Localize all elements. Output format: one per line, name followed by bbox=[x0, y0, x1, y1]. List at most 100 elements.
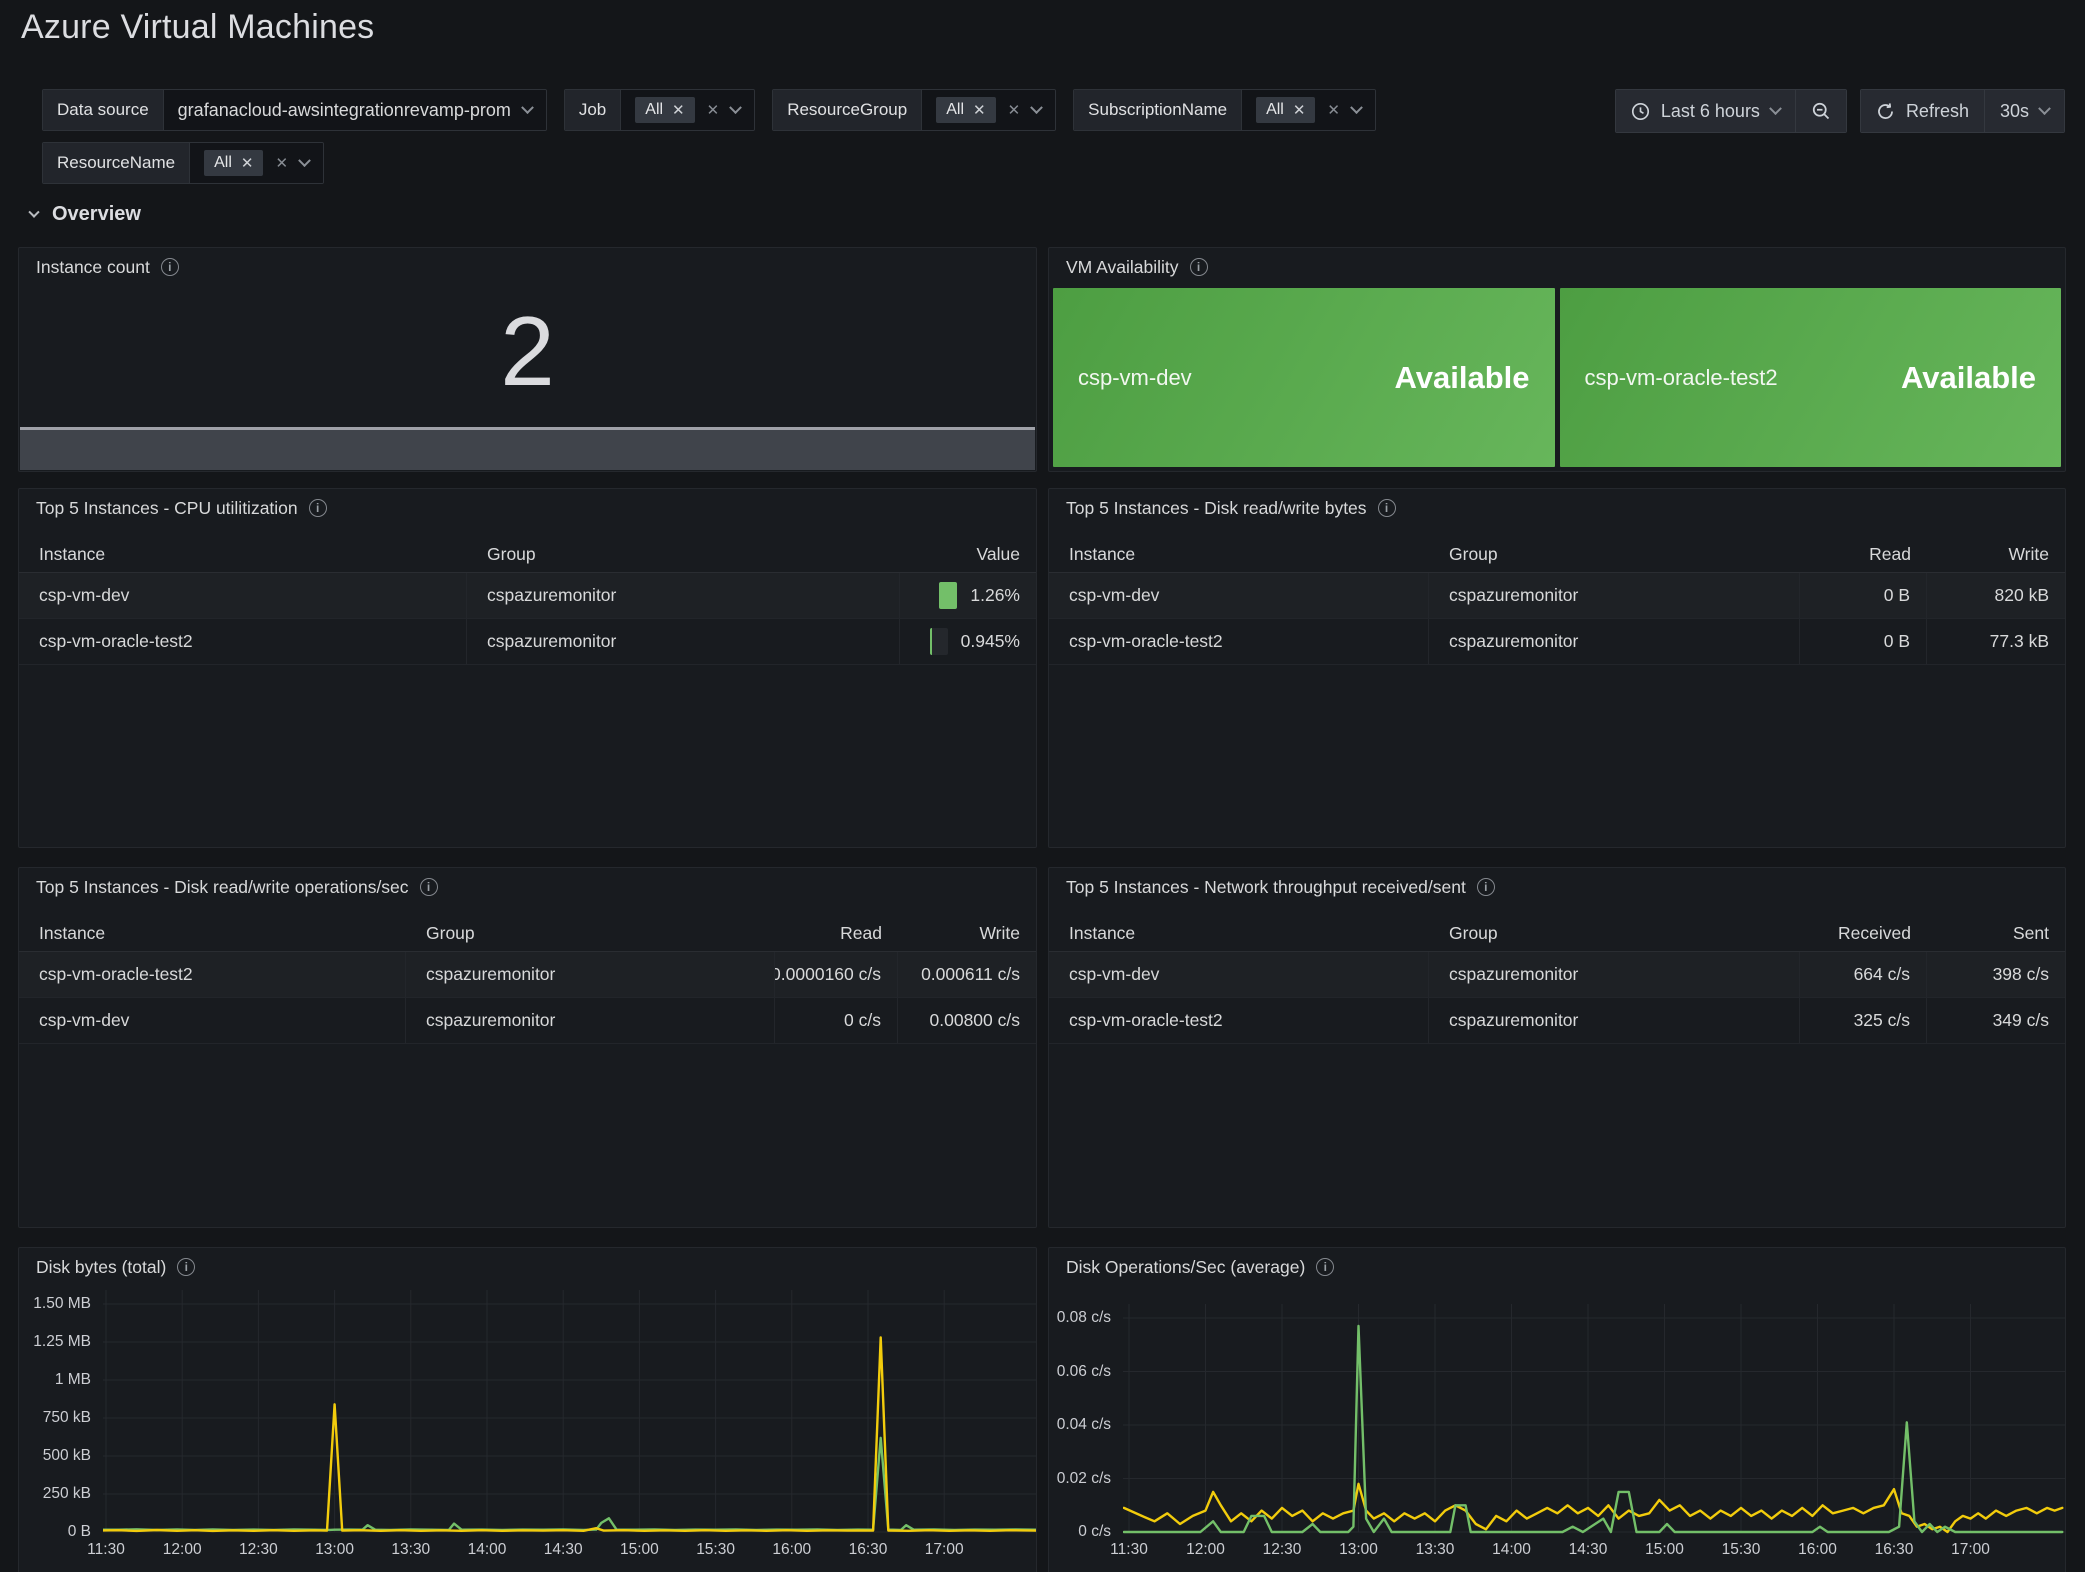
series-yellow bbox=[103, 1336, 1036, 1533]
cell-instance: csp-vm-dev bbox=[1049, 952, 1429, 997]
resourcename-select[interactable]: All bbox=[190, 143, 324, 183]
column-header[interactable]: Read bbox=[1869, 543, 1911, 564]
info-icon[interactable] bbox=[1377, 499, 1396, 517]
availability-tiles: csp-vm-dev Available csp-vm-oracle-test2… bbox=[1053, 288, 2061, 467]
remove-icon[interactable] bbox=[241, 156, 254, 171]
chart-plot-area bbox=[1123, 1304, 2065, 1534]
remove-icon[interactable] bbox=[672, 103, 685, 118]
panel-cpu-title[interactable]: Top 5 Instances - CPU utilitization bbox=[19, 489, 1036, 527]
panel-disk-ops-chart-title[interactable]: Disk Operations/Sec (average) bbox=[1049, 1248, 2065, 1286]
refresh-interval-button[interactable]: 30s bbox=[1983, 90, 2064, 132]
datasource-value: grafanacloud-awsintegrationrevamp-prom bbox=[177, 99, 511, 120]
filter-chip[interactable]: All bbox=[635, 97, 695, 123]
resourcegroup-select[interactable]: All bbox=[922, 90, 1056, 130]
datasource-select[interactable]: grafanacloud-awsintegrationrevamp-prom bbox=[163, 90, 546, 130]
table-row: csp-vm-dev cspazuremonitor 1.26% bbox=[19, 573, 1036, 619]
cell-read: 0 B bbox=[1800, 619, 1927, 664]
disk-ops-chart: 0 c/s 0.02 c/s 0.04 c/s 0.06 c/s 0.08 c/s 11:… bbox=[1049, 1286, 2065, 1572]
cell-sent: 398 c/s bbox=[1992, 964, 2049, 984]
clear-icon[interactable] bbox=[707, 103, 720, 118]
x-axis-tick: 12:00 bbox=[1186, 1541, 1225, 1558]
column-header[interactable]: Write bbox=[2008, 543, 2049, 564]
time-range-button[interactable]: Last 6 hours bbox=[1615, 90, 1795, 132]
column-header[interactable]: Write bbox=[979, 922, 1020, 943]
info-icon[interactable] bbox=[308, 499, 327, 517]
column-header[interactable]: Group bbox=[426, 922, 475, 943]
chevron-down-icon bbox=[298, 153, 311, 167]
panel-title-text: Instance count bbox=[36, 256, 150, 277]
cell-group: cspazuremonitor bbox=[1429, 998, 1800, 1043]
panel-disk-bytes-chart-title[interactable]: Disk bytes (total) bbox=[19, 1248, 1036, 1286]
info-icon[interactable] bbox=[419, 878, 438, 896]
info-icon[interactable] bbox=[1476, 878, 1495, 896]
x-axis-tick: 16:00 bbox=[772, 1541, 812, 1558]
job-select[interactable]: All bbox=[621, 90, 755, 130]
table-header: Instance Group Value bbox=[19, 536, 1036, 573]
section-overview[interactable]: Overview bbox=[28, 203, 141, 226]
vm-name: csp-vm-oracle-test2 bbox=[1584, 364, 1778, 390]
page-title: Azure Virtual Machines bbox=[21, 8, 375, 46]
x-axis-tick: 14:00 bbox=[1492, 1541, 1531, 1558]
column-header[interactable]: Read bbox=[840, 922, 882, 943]
filter-job: Job All bbox=[563, 89, 756, 131]
column-header[interactable]: Sent bbox=[2013, 922, 2049, 943]
column-header[interactable]: Value bbox=[976, 543, 1020, 564]
info-icon[interactable] bbox=[1189, 258, 1208, 276]
info-icon[interactable] bbox=[1316, 1258, 1335, 1276]
cell-instance: csp-vm-oracle-test2 bbox=[19, 952, 406, 997]
y-axis-tick: 0.04 c/s bbox=[1056, 1416, 1111, 1433]
vm-name: csp-vm-dev bbox=[1078, 364, 1192, 390]
column-header[interactable]: Group bbox=[487, 543, 536, 564]
instance-count-bar bbox=[20, 427, 1035, 470]
x-axis-tick: 14:30 bbox=[1568, 1541, 1608, 1558]
x-axis-tick: 12:00 bbox=[162, 1541, 202, 1558]
y-axis-tick: 250 kB bbox=[42, 1485, 91, 1502]
remove-icon[interactable] bbox=[1293, 103, 1306, 118]
value-text: 0.945% bbox=[960, 631, 1020, 651]
filter-chip[interactable]: All bbox=[1256, 97, 1316, 123]
subscriptionname-select[interactable]: All bbox=[1242, 90, 1375, 130]
refresh-button[interactable]: Refresh bbox=[1860, 90, 1984, 132]
panel-title-text: Top 5 Instances - Disk read/write bytes bbox=[1066, 497, 1367, 518]
panel-disk-ops-title[interactable]: Top 5 Instances - Disk read/write operat… bbox=[19, 868, 1036, 906]
cell-received: 325 c/s bbox=[1800, 998, 1927, 1043]
x-axis-tick: 15:00 bbox=[619, 1541, 659, 1558]
zoom-out-button[interactable] bbox=[1794, 90, 1846, 132]
filter-chip[interactable]: All bbox=[936, 97, 996, 123]
clear-icon[interactable] bbox=[1008, 103, 1021, 118]
column-header[interactable]: Instance bbox=[1069, 922, 1136, 943]
filter-chip[interactable]: All bbox=[204, 150, 264, 176]
y-axis-tick: 750 kB bbox=[42, 1409, 91, 1426]
column-header[interactable]: Group bbox=[1449, 543, 1498, 564]
clear-icon[interactable] bbox=[275, 156, 288, 171]
x-axis-tick: 15:30 bbox=[696, 1541, 735, 1558]
y-axis-tick: 0 c/s bbox=[1078, 1523, 1111, 1540]
column-header[interactable]: Received bbox=[1838, 922, 1911, 943]
info-icon[interactable] bbox=[160, 258, 179, 276]
column-header[interactable]: Group bbox=[1449, 922, 1498, 943]
x-axis-tick: 17:00 bbox=[1951, 1541, 1990, 1558]
panel-instance-count-title[interactable]: Instance count bbox=[19, 248, 1036, 286]
refresh-interval-label: 30s bbox=[1999, 100, 2029, 121]
table-row: csp-vm-oracle-test2 cspazuremonitor 0 B … bbox=[1049, 619, 2065, 665]
column-header[interactable]: Instance bbox=[39, 922, 106, 943]
column-header[interactable]: Instance bbox=[1069, 543, 1136, 564]
time-range-group: Last 6 hours bbox=[1614, 89, 1847, 133]
series-green bbox=[103, 1436, 1036, 1532]
y-axis-tick: 1.25 MB bbox=[33, 1333, 91, 1350]
info-icon[interactable] bbox=[177, 1258, 196, 1276]
cell-instance: csp-vm-dev bbox=[19, 573, 467, 618]
chevron-down-icon bbox=[520, 100, 534, 114]
panel-disk-bytes-table: Top 5 Instances - Disk read/write bytes … bbox=[1048, 488, 2066, 848]
vm-status: Available bbox=[1901, 359, 2036, 395]
column-header[interactable]: Instance bbox=[39, 543, 106, 564]
panel-disk-bytes-title[interactable]: Top 5 Instances - Disk read/write bytes bbox=[1049, 489, 2065, 527]
panel-network-title[interactable]: Top 5 Instances - Network throughput rec… bbox=[1049, 868, 2065, 906]
panel-vm-availability-title[interactable]: VM Availability bbox=[1049, 248, 2065, 286]
cell-group: cspazuremonitor bbox=[406, 952, 775, 997]
cell-group: cspazuremonitor bbox=[1429, 952, 1800, 997]
remove-icon[interactable] bbox=[973, 103, 986, 118]
chevron-down-icon bbox=[1769, 101, 1782, 115]
instance-count-value: 2 bbox=[500, 296, 555, 406]
clear-icon[interactable] bbox=[1327, 103, 1340, 118]
